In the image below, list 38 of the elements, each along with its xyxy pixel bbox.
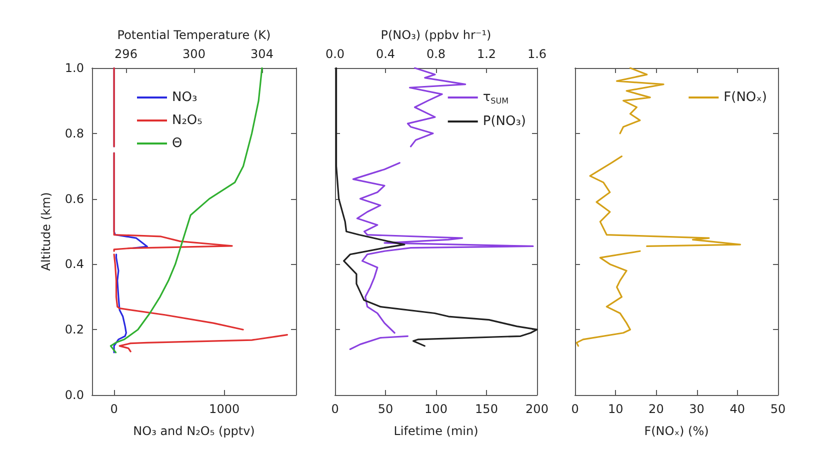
x-tick-label: 50 [378, 402, 394, 416]
x-tick-label: 0 [331, 402, 339, 416]
x-tick-label: 100 [424, 402, 448, 416]
x2-tick-label: 0.0 [325, 47, 345, 61]
legend-label: N₂O₅ [172, 113, 202, 128]
y-tick-label: 0.2 [64, 322, 84, 337]
x2-tick-label: 300 [182, 47, 206, 61]
x-tick-label: 40 [730, 402, 746, 416]
y-tick-label: 0.6 [64, 192, 84, 206]
legend-label: NO₃ [172, 90, 198, 105]
y-axis-title: Altitude (km) [39, 192, 53, 271]
legend-label: P(NO₃) [482, 114, 526, 129]
x-tick-label: 10 [608, 402, 624, 416]
x-tick-label: 30 [689, 402, 704, 416]
x-tick-label: 150 [475, 402, 498, 416]
y-tick-label: 0.8 [64, 126, 84, 140]
x-tick-label: 200 [526, 402, 548, 416]
x-tick-label: 50 [770, 402, 786, 416]
x2-tick-label: 1.2 [476, 47, 496, 61]
x-axis-title: F(NOₓ) (%) [644, 424, 709, 438]
y-tick-label: 0.0 [64, 388, 84, 402]
x-tick-label: 1000 [209, 402, 240, 416]
y-tick-label: 0.4 [64, 257, 84, 272]
legend-label: Θ [172, 136, 182, 151]
x2-axis-title: P(NO₃) (ppbv hr⁻¹) [380, 28, 492, 42]
x-tick-label: 20 [648, 402, 664, 416]
x-axis-title: Lifetime (min) [394, 424, 478, 438]
x-tick-label: 0 [571, 402, 579, 416]
x-axis-title: NO₃ and N₂O₅ (pptv) [133, 424, 255, 438]
x2-axis-title: Potential Temperature (K) [117, 28, 271, 42]
x2-tick-label: 0.4 [376, 47, 396, 61]
x2-tick-label: 1.6 [527, 47, 547, 61]
y-tick-label: 1.0 [64, 61, 84, 75]
x2-tick-label: 296 [114, 47, 138, 61]
x2-tick-label: 304 [250, 47, 274, 61]
legend-label: F(NOₓ) [724, 90, 768, 105]
x2-tick-label: 0.8 [426, 47, 446, 61]
x-tick-label: 0 [110, 402, 118, 416]
